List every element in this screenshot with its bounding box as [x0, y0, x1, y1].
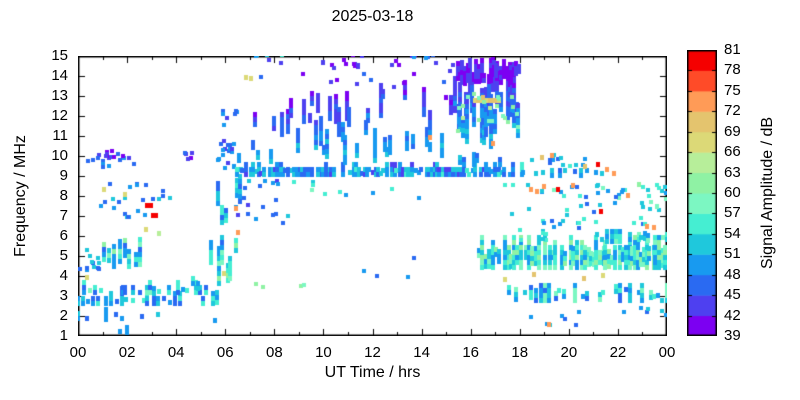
colorbar-tick-label: 63	[724, 163, 741, 181]
y-axis-tick-label: 14	[51, 67, 68, 84]
x-axis-tick-label: 22	[609, 344, 627, 361]
colorbar-tick-label: 42	[724, 306, 741, 324]
x-axis-tick-label: 18	[511, 344, 529, 361]
y-axis-tick-label: 5	[59, 247, 68, 264]
y-axis-tick-label: 15	[51, 47, 68, 64]
x-axis-tick-label: 02	[118, 344, 136, 361]
y-axis-tick-label: 2	[59, 307, 68, 324]
colorbar-tick-label: 60	[724, 184, 741, 201]
y-axis-tick-label: 8	[59, 187, 68, 204]
colorbar-tick-label: 75	[724, 81, 741, 99]
y-axis-tick-label: 9	[59, 167, 68, 184]
x-axis-tick-label: 06	[216, 344, 234, 361]
colorbar-tick-label: 78	[724, 61, 741, 79]
x-axis-tick-label: 00	[69, 344, 87, 361]
colorbar-title: Signal Amplitude / dB	[759, 116, 776, 270]
y-axis-tick-label: 6	[59, 227, 68, 244]
colorbar-tick-label: 39	[724, 327, 741, 344]
colorbar-tick-label: 51	[724, 245, 741, 263]
colorbar-tick-label: 66	[724, 143, 741, 161]
y-axis-tick-label: 3	[59, 287, 68, 304]
x-axis-tick-label: 12	[364, 344, 381, 361]
x-axis-tick-label: 08	[265, 344, 283, 361]
y-axis-tick-label: 7	[59, 207, 68, 224]
x-axis-tick-label: 16	[462, 344, 479, 361]
x-axis-title: UT Time / hrs	[324, 364, 421, 381]
y-axis-tick-label: 1	[59, 327, 68, 344]
colorbar-tick-label: 81	[724, 41, 741, 58]
colorbar-tick-label: 45	[724, 286, 741, 304]
y-axis-tick-label: 11	[52, 127, 68, 144]
x-axis-tick-label: 10	[315, 344, 332, 361]
x-axis-tick-label: 14	[413, 344, 430, 361]
x-axis-tick-label: 04	[167, 344, 185, 361]
x-axis-tick-label: 20	[560, 344, 578, 361]
colorbar-tick-label: 72	[724, 102, 741, 120]
x-axis-tick-label: 00	[658, 344, 676, 361]
colorbar-tick-label: 69	[724, 122, 741, 140]
colorbar-tick-label: 54	[724, 224, 741, 242]
colorbar	[687, 50, 717, 336]
colorbar-tick-label: 48	[724, 265, 741, 283]
plot-area	[78, 56, 667, 336]
y-axis-tick-label: 12	[51, 107, 68, 124]
y-axis-title: Frequency / MHz	[12, 135, 29, 257]
y-axis-tick-label: 13	[51, 87, 68, 104]
chart-title: 2025-03-18	[331, 8, 414, 25]
colorbar-tick-label: 57	[724, 204, 741, 222]
y-axis-tick-label: 4	[59, 267, 68, 284]
y-axis-tick-label: 10	[51, 147, 68, 164]
